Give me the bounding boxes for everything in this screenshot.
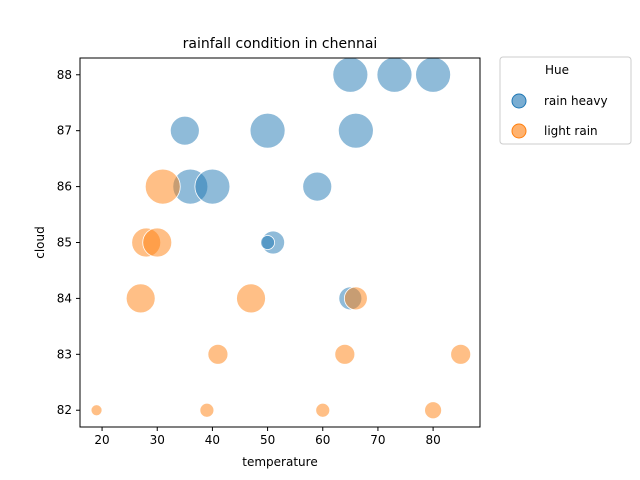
data-point-light-rain-8	[450, 343, 472, 365]
legend-marker-light-rain	[511, 123, 527, 139]
x-tick-label-2: 40	[205, 433, 220, 447]
data-point-light-rain-3	[125, 283, 156, 314]
y-tick-label-4: 86	[57, 180, 72, 194]
data-point-light-rain-12	[424, 401, 443, 420]
data-point-rain-heavy-2	[415, 56, 452, 93]
x-tick-label-4: 60	[315, 433, 330, 447]
legend: Hue rain heavy light rain	[499, 56, 632, 145]
data-point-light-rain-0	[144, 168, 181, 205]
data-point-rain-heavy-5	[337, 112, 374, 149]
y-axis-title: cloud	[33, 226, 47, 259]
x-tick-label-3: 50	[260, 433, 275, 447]
y-tick-label-2: 84	[57, 291, 72, 305]
data-point-rain-heavy-8	[302, 171, 333, 202]
y-tick-label-1: 83	[57, 347, 72, 361]
x-tick-label-0: 20	[94, 433, 109, 447]
data-point-light-rain-11	[315, 402, 331, 418]
data-point-light-rain-10	[199, 402, 215, 418]
chart-title: rainfall condition in chennai	[183, 36, 378, 52]
x-axis: 20 30 40 50 60 70 80	[94, 427, 441, 447]
x-tick-label-6: 80	[425, 433, 440, 447]
data-point-light-rain-9	[90, 404, 103, 417]
y-tick-label-3: 85	[57, 236, 72, 250]
data-point-rain-heavy-0	[332, 56, 369, 93]
legend-box	[499, 56, 632, 145]
data-point-rain-heavy-10	[260, 235, 275, 250]
data-point-light-rain-4	[236, 283, 266, 314]
plot-frame	[79, 57, 481, 428]
y-tick-label-6: 88	[57, 68, 72, 82]
data-point-light-rain-7	[334, 343, 356, 365]
data-point-rain-heavy-4	[249, 112, 286, 149]
x-tick-label-5: 70	[370, 433, 385, 447]
data-point-light-rain-6	[207, 343, 229, 365]
legend-label-light-rain: light rain	[544, 124, 598, 138]
legend-title: Hue	[545, 63, 569, 77]
y-tick-label-5: 87	[57, 124, 72, 138]
data-point-rain-heavy-1	[376, 56, 413, 93]
y-axis: 82 83 84 85 86 87 88	[57, 68, 80, 417]
data-point-light-rain-2	[142, 227, 173, 258]
x-axis-title: temperature	[242, 455, 317, 469]
data-point-rain-heavy-7	[194, 168, 231, 205]
legend-marker-rain-heavy	[511, 93, 527, 109]
points-layer	[90, 56, 472, 420]
x-tick-label-1: 30	[150, 433, 165, 447]
data-point-rain-heavy-3	[169, 115, 200, 146]
legend-label-rain-heavy: rain heavy	[544, 94, 608, 108]
data-point-light-rain-5	[343, 286, 368, 311]
y-tick-label-0: 82	[57, 403, 72, 417]
